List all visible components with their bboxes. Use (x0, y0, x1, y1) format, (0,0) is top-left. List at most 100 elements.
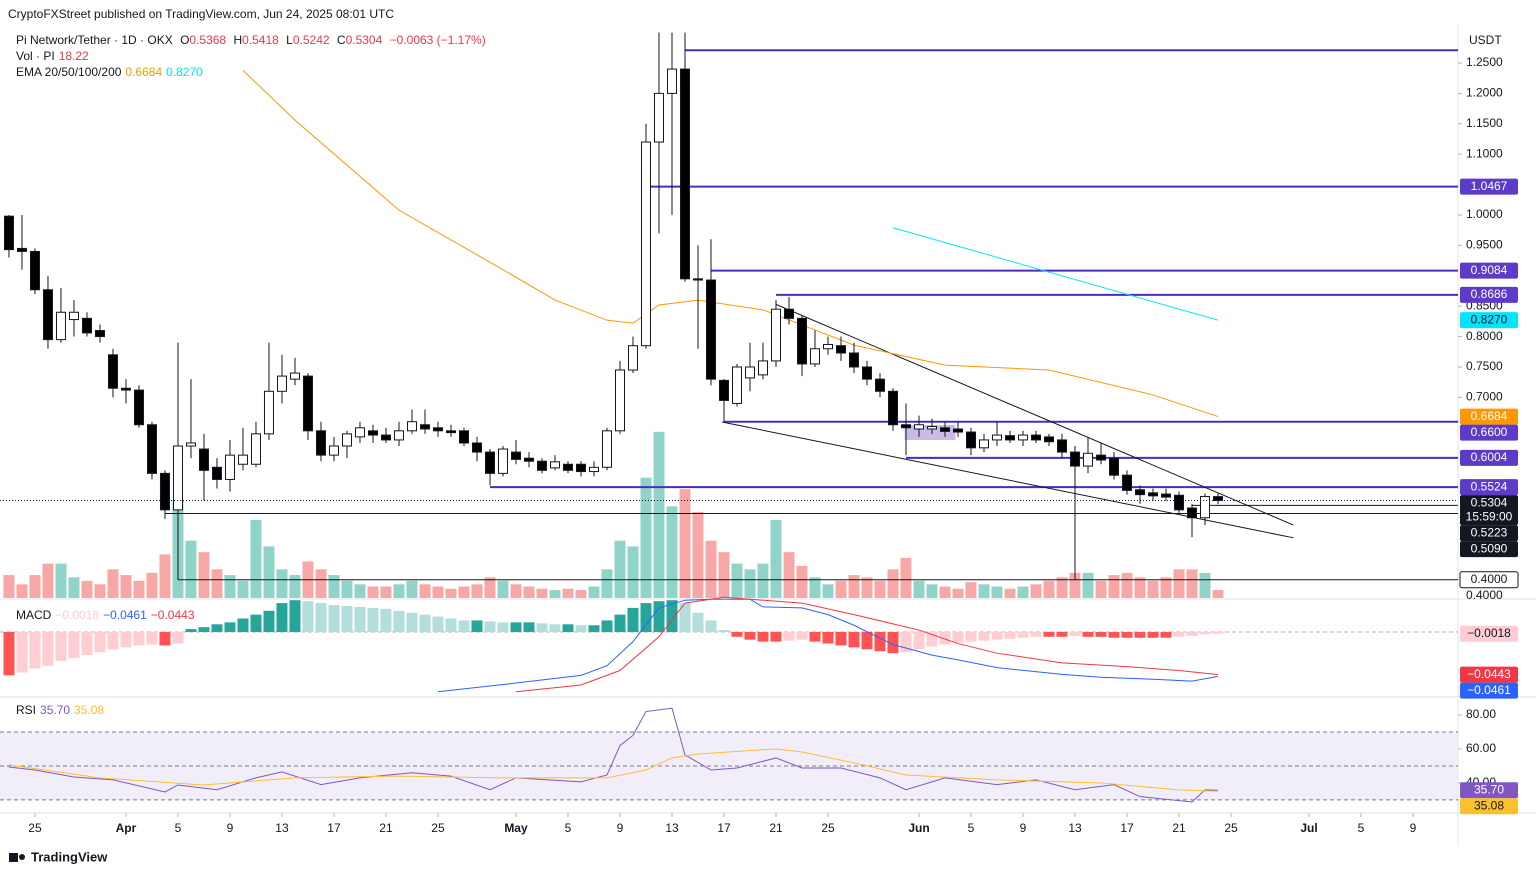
volume-bar (328, 575, 340, 598)
volume-bar (627, 546, 639, 598)
macd-histogram-bar (1004, 631, 1016, 639)
candle-body (68, 311, 79, 321)
volume-bar (406, 580, 418, 598)
macd-histogram-bar (640, 603, 652, 632)
volume-bar (692, 512, 704, 598)
candle-body (120, 387, 131, 391)
macd-histogram-bar (1095, 631, 1107, 637)
macd-histogram-bar (627, 607, 639, 632)
macd-histogram-bar (68, 631, 80, 659)
volume-bar (1017, 586, 1029, 598)
candle-body (1135, 489, 1146, 496)
macd-histogram-bar (211, 624, 223, 632)
candle-body (510, 451, 521, 460)
price-label: 35.70 (1474, 782, 1504, 796)
volume-bar (1004, 588, 1016, 598)
volume-value: 18.22 (58, 49, 89, 63)
candle-body (1057, 439, 1068, 453)
volume-bar (926, 584, 938, 598)
volume-bar (913, 580, 925, 598)
y-tick-label: 0.7500 (1466, 359, 1503, 373)
price-label-box (1460, 541, 1518, 558)
macd-histogram-bar (666, 600, 678, 632)
x-tick-label: 17 (717, 821, 731, 835)
macd-histogram-bar (952, 631, 964, 643)
candle-body (419, 424, 430, 430)
high: 0.5418 (242, 33, 279, 47)
candle-body (757, 360, 768, 376)
macd-histogram-bar (1017, 631, 1029, 638)
volume-bar (614, 540, 626, 598)
macd-histogram-bar (42, 631, 54, 666)
legend-volume: Vol · PI 18.22 (16, 49, 93, 63)
candle-body (107, 354, 118, 389)
candle-body (966, 431, 977, 449)
volume-bar (783, 552, 795, 598)
candle-body (1174, 494, 1185, 511)
volume-bar (848, 575, 860, 598)
volume-bar (354, 584, 366, 598)
volume-bar (588, 586, 600, 598)
x-tick-label: 13 (275, 821, 289, 835)
candle-body (940, 427, 951, 432)
macd-histogram-bar (1121, 631, 1133, 638)
macd-histogram-bar (926, 631, 938, 647)
volume-bar (1199, 572, 1211, 598)
price-label-box (1460, 408, 1518, 425)
volume-bar (1134, 577, 1146, 598)
macd-histogram-bar (1199, 631, 1211, 635)
volume-bar (120, 575, 132, 598)
countdown: 15:59:00 (1466, 509, 1513, 523)
volume-bar (1212, 589, 1224, 598)
brand: TradingView (31, 849, 108, 864)
candle-body (901, 424, 912, 429)
volume-bar (549, 590, 561, 598)
low: 0.5242 (292, 33, 330, 47)
candle-body (861, 366, 872, 380)
macd-histogram-bar (406, 612, 418, 632)
x-tick-label: 17 (1120, 821, 1134, 835)
y-tick-label: 1.1500 (1466, 116, 1503, 130)
candle-body (601, 430, 612, 468)
candle-body (185, 442, 196, 447)
volume-bar (835, 580, 847, 598)
ema-title: EMA 20/50/100/200 (16, 65, 122, 79)
macd-histogram-bar (224, 622, 236, 632)
macd-histogram-bar (1082, 631, 1094, 637)
macd-histogram-bar (484, 621, 496, 632)
macd-histogram-bar (289, 600, 301, 632)
volume-bar (1056, 577, 1068, 598)
volume-bar (770, 519, 782, 598)
price-label-box (1460, 782, 1518, 799)
volume-bar (809, 577, 821, 598)
ohlc-key: L (286, 33, 293, 47)
volume-bar (198, 552, 210, 598)
volume-bar (744, 569, 756, 598)
candle-body (848, 352, 859, 368)
volume-bar (1121, 572, 1133, 598)
volume-bar (536, 588, 548, 598)
candle-body (562, 463, 573, 471)
symbol: Pi Network/Tether · 1D · OKX (16, 33, 173, 47)
candle-body (328, 445, 339, 456)
macd-histogram-bar (939, 631, 951, 645)
candle-body (575, 463, 586, 473)
volume-bar (146, 572, 158, 598)
ema-line (242, 69, 1219, 418)
macd-histogram-bar (185, 629, 197, 632)
volume-bar (705, 540, 717, 598)
macd-histogram-bar (549, 624, 561, 632)
y-tick-label: 1.2000 (1466, 86, 1503, 100)
macd-line (515, 596, 1219, 693)
x-tick-label: Jun (908, 821, 929, 835)
price-label-box (1460, 682, 1518, 699)
volume-bar (81, 580, 93, 598)
candle-body (29, 250, 40, 291)
volume-bar (276, 569, 288, 598)
volume-bar (432, 586, 444, 598)
candle-body (992, 434, 1003, 441)
ohlc-key: O (180, 33, 190, 47)
macd-histogram-bar (1173, 631, 1185, 637)
